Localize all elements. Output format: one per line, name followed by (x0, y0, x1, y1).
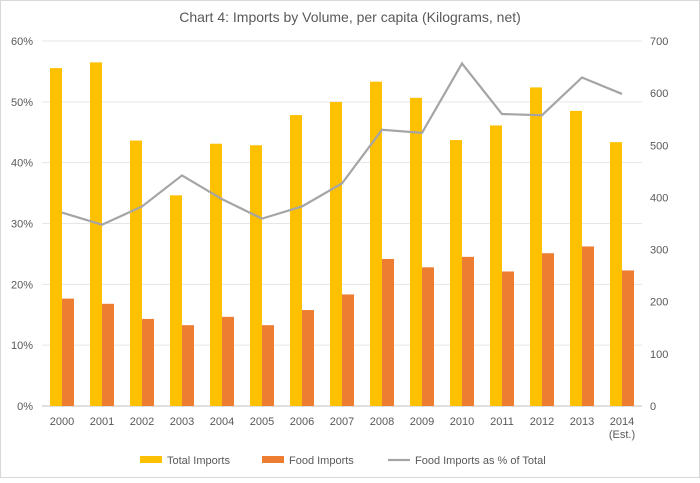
right-tick-label: 0 (650, 401, 656, 413)
legend-swatch (140, 456, 162, 463)
bar-food-imports (502, 271, 514, 406)
bar-food-imports (302, 310, 314, 406)
x-tick-label: 2010 (450, 416, 474, 428)
bar-total-imports (610, 142, 622, 406)
x-tick-label: 2007 (330, 416, 354, 428)
x-tick-label: 2005 (250, 416, 274, 428)
x-tick-label: 2001 (90, 416, 114, 428)
right-tick-label: 200 (650, 297, 668, 309)
left-tick-label: 0% (17, 401, 33, 413)
bar-total-imports (250, 145, 262, 406)
bar-total-imports (130, 141, 142, 406)
bar-food-imports (342, 294, 354, 406)
bar-food-imports (182, 325, 194, 406)
left-tick-label: 40% (11, 158, 33, 170)
bar-food-imports (222, 317, 234, 406)
right-tick-label: 100 (650, 349, 668, 361)
bar-food-imports (582, 246, 594, 406)
bar-total-imports (530, 87, 542, 406)
legend-label: Total Imports (167, 455, 230, 467)
legend-swatch (262, 456, 284, 463)
bar-food-imports (102, 304, 114, 406)
chart-title: Chart 4: Imports by Volume, per capita (… (179, 9, 521, 25)
bar-total-imports (330, 102, 342, 406)
legend: Total Imports Food Imports Food Imports as… (140, 455, 546, 467)
bar-total-imports (410, 98, 422, 406)
bar-food-imports (622, 270, 634, 406)
bar-food-imports (462, 257, 474, 406)
right-tick-label: 500 (650, 140, 668, 152)
bar-total-imports (570, 111, 582, 406)
bar-total-imports (90, 62, 102, 406)
bar-food-imports (262, 325, 274, 406)
x-tick-label: (Est.) (609, 429, 635, 441)
left-tick-label: 30% (11, 219, 33, 231)
bar-food-imports (542, 253, 554, 406)
x-tick-label: 2008 (370, 416, 394, 428)
x-tick-label: 2014 (610, 416, 634, 428)
legend-label: Food Imports (289, 455, 354, 467)
right-tick-label: 300 (650, 245, 668, 257)
x-tick-label: 2012 (530, 416, 554, 428)
bar-total-imports (490, 125, 502, 406)
bar-total-imports (50, 68, 62, 406)
bar-total-imports (450, 140, 462, 406)
left-tick-label: 20% (11, 279, 33, 291)
x-tick-label: 2011 (490, 416, 514, 428)
x-tick-label: 2009 (410, 416, 434, 428)
legend-label: Food Imports as % of Total (415, 455, 546, 467)
x-tick-label: 2006 (290, 416, 314, 428)
bar-food-imports (142, 319, 154, 406)
bar-total-imports (370, 82, 382, 406)
bar-food-imports (382, 259, 394, 406)
x-tick-label: 2004 (210, 416, 234, 428)
bar-food-imports (62, 299, 74, 406)
bar-total-imports (170, 195, 182, 406)
left-tick-label: 50% (11, 97, 33, 109)
bar-food-imports (422, 267, 434, 406)
x-tick-label: 2013 (570, 416, 594, 428)
right-tick-label: 700 (650, 36, 668, 48)
x-tick-label: 2002 (130, 416, 154, 428)
x-tick-label: 2000 (50, 416, 74, 428)
left-tick-label: 10% (11, 340, 33, 352)
x-tick-label: 2003 (170, 416, 194, 428)
bar-total-imports (210, 144, 222, 406)
right-tick-label: 600 (650, 88, 668, 100)
bar-total-imports (290, 115, 302, 406)
right-tick-label: 400 (650, 192, 668, 204)
left-tick-label: 60% (11, 36, 33, 48)
